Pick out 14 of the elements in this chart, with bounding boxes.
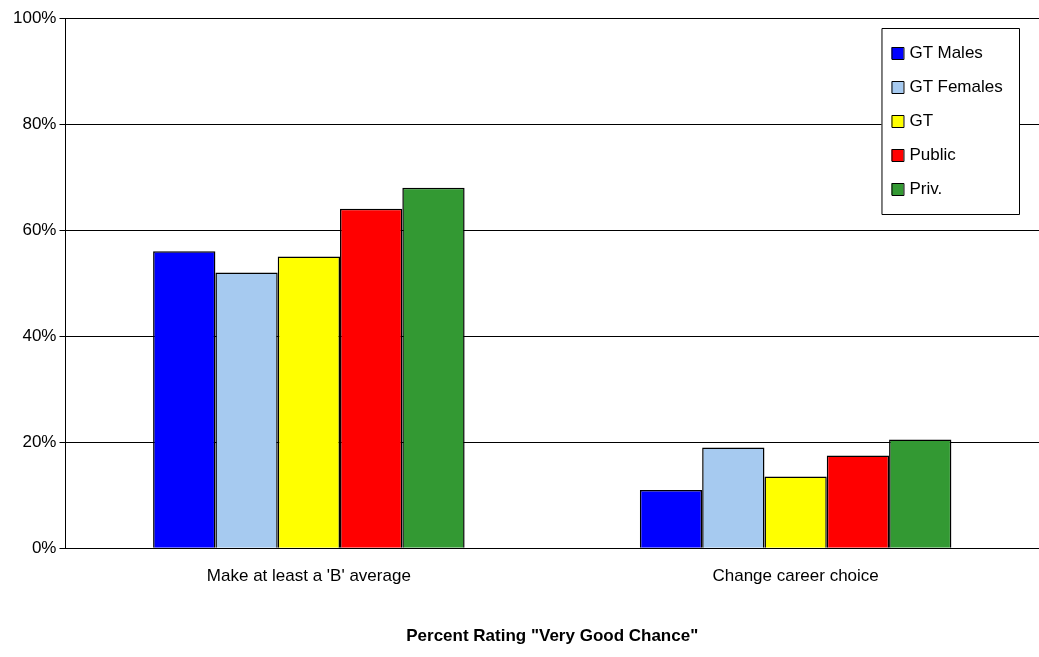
- legend-label: Priv.: [909, 178, 943, 198]
- x-axis-title: Percent Rating "Very Good Chance": [406, 626, 699, 646]
- y-tick-label: 100%: [13, 7, 57, 27]
- x-tick-label: Make at least a 'B' average: [206, 566, 411, 586]
- legend-label: GT Males: [909, 42, 983, 62]
- y-tick-label: 20%: [22, 431, 57, 451]
- legend-label: GT: [909, 110, 934, 130]
- x-tick-label: Change career choice: [712, 566, 879, 586]
- y-tick-label: 0%: [31, 537, 57, 557]
- legend-label: GT Females: [909, 76, 1003, 96]
- legend-label: Public: [909, 144, 957, 164]
- y-tick-label: 60%: [22, 219, 57, 239]
- y-tick-label: 40%: [22, 325, 57, 345]
- y-tick-label: 80%: [22, 113, 57, 133]
